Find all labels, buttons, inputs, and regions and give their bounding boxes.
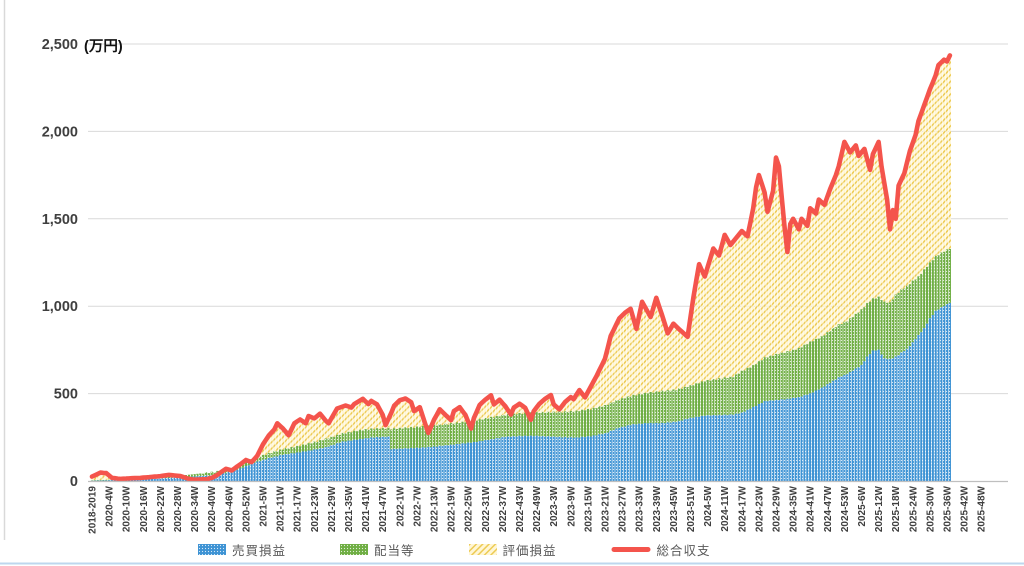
- svg-text:2024-47W: 2024-47W: [823, 485, 834, 532]
- svg-text:2020-22W: 2020-22W: [156, 485, 167, 532]
- svg-text:2024-17W: 2024-17W: [737, 485, 748, 532]
- svg-text:2021-35W: 2021-35W: [344, 485, 355, 532]
- svg-text:2018-2019: 2018-2019: [88, 486, 99, 534]
- svg-text:1,000: 1,000: [42, 299, 78, 315]
- legend-item-realized: 売買損益: [198, 540, 286, 559]
- svg-text:2024-53W: 2024-53W: [840, 485, 851, 532]
- svg-text:1,500: 1,500: [42, 212, 78, 228]
- svg-text:2020-10W: 2020-10W: [122, 485, 133, 532]
- svg-text:2022-19W: 2022-19W: [447, 485, 458, 532]
- svg-text:2022-43W: 2022-43W: [515, 485, 526, 532]
- svg-text:2023-9W: 2023-9W: [566, 485, 577, 526]
- svg-text:2024-29W: 2024-29W: [772, 485, 783, 532]
- svg-text:2023-21W: 2023-21W: [601, 485, 612, 532]
- svg-text:2021-17W: 2021-17W: [293, 485, 304, 532]
- series-valuation-bars: [90, 55, 951, 481]
- legend-label-realized: 売買損益: [232, 543, 287, 558]
- legend-item-valuation: 評価損益: [468, 540, 557, 559]
- x-axis-tick-labels: 2018-2019 2020-4W 2020-10W 2020-16W 2020-22W…: [88, 485, 988, 533]
- total-balance-line-swatch-icon: [611, 545, 651, 554]
- svg-text:2022-37W: 2022-37W: [498, 485, 509, 532]
- chart-legend: 売買損益 配当等 評価損益 総合収支: [198, 539, 711, 559]
- svg-text:2024-5W: 2024-5W: [703, 485, 714, 526]
- legend-label-dividends: 配当等: [374, 543, 415, 558]
- y-axis-unit-label: (万円): [84, 39, 123, 55]
- svg-text:2025-48W: 2025-48W: [977, 485, 988, 532]
- dividends-swatch-icon: [340, 543, 369, 555]
- svg-text:2020-52W: 2020-52W: [241, 485, 252, 532]
- svg-text:2021-23W: 2021-23W: [310, 485, 321, 532]
- svg-text:2024-23W: 2024-23W: [754, 485, 765, 532]
- svg-text:2023-3W: 2023-3W: [549, 485, 560, 526]
- legend-label-valuation: 評価損益: [502, 543, 557, 558]
- svg-text:2025-12W: 2025-12W: [874, 485, 885, 532]
- svg-text:2022-13W: 2022-13W: [430, 485, 441, 532]
- svg-text:2020-4W: 2020-4W: [105, 485, 116, 526]
- svg-text:2,500: 2,500: [42, 37, 78, 53]
- svg-text:2025-24W: 2025-24W: [908, 485, 919, 532]
- svg-text:2022-31W: 2022-31W: [481, 485, 492, 532]
- series-total-line: [89, 53, 953, 482]
- realized-pnl-swatch-icon: [198, 543, 226, 555]
- svg-text:2024-11W: 2024-11W: [720, 485, 731, 531]
- svg-text:2020-46W: 2020-46W: [224, 485, 235, 532]
- svg-text:2024-35W: 2024-35W: [789, 485, 800, 532]
- svg-text:2021-41W: 2021-41W: [361, 485, 372, 532]
- svg-text:2023-33W: 2023-33W: [635, 485, 646, 532]
- svg-text:0: 0: [70, 474, 78, 490]
- svg-text:2022-1W: 2022-1W: [395, 485, 406, 526]
- y-axis-tick-labels: 0 500 1,000 1,500 2,000 2,500: [42, 37, 78, 490]
- svg-text:2021-5W: 2021-5W: [259, 485, 270, 526]
- svg-text:2023-39W: 2023-39W: [652, 485, 663, 532]
- svg-text:2021-11W: 2021-11W: [276, 485, 287, 531]
- svg-text:2020-34W: 2020-34W: [190, 485, 201, 532]
- series-realized-bars: [90, 303, 951, 481]
- svg-text:2023-15W: 2023-15W: [583, 485, 594, 532]
- svg-text:2023-45W: 2023-45W: [669, 485, 680, 532]
- plot-gridlines: [88, 43, 1008, 395]
- svg-text:2021-47W: 2021-47W: [378, 485, 389, 532]
- svg-text:2025-18W: 2025-18W: [891, 485, 902, 532]
- series-dividends-bars: [90, 249, 951, 481]
- svg-text:2021-29W: 2021-29W: [327, 485, 338, 532]
- svg-text:2024-41W: 2024-41W: [806, 485, 817, 532]
- svg-text:2022-49W: 2022-49W: [532, 485, 543, 532]
- svg-text:2023-51W: 2023-51W: [686, 485, 697, 532]
- svg-text:2025-36W: 2025-36W: [943, 485, 954, 532]
- svg-text:2022-25W: 2022-25W: [464, 485, 475, 532]
- svg-text:2023-27W: 2023-27W: [618, 485, 629, 532]
- svg-text:2020-40W: 2020-40W: [207, 485, 218, 532]
- svg-text:2020-28W: 2020-28W: [173, 485, 184, 532]
- svg-text:2025-42W: 2025-42W: [960, 485, 971, 532]
- svg-text:2,000: 2,000: [42, 124, 78, 140]
- svg-text:2025-6W: 2025-6W: [857, 485, 868, 526]
- svg-text:2020-16W: 2020-16W: [139, 485, 150, 532]
- svg-text:2025-30W: 2025-30W: [925, 485, 936, 532]
- svg-text:500: 500: [54, 387, 78, 403]
- valuation-pnl-swatch-icon: [468, 543, 497, 555]
- legend-label-total: 総合収支: [656, 543, 711, 558]
- legend-item-dividends: 配当等: [340, 540, 415, 559]
- legend-item-total: 総合収支: [611, 540, 711, 559]
- svg-text:2022-7W: 2022-7W: [412, 485, 423, 526]
